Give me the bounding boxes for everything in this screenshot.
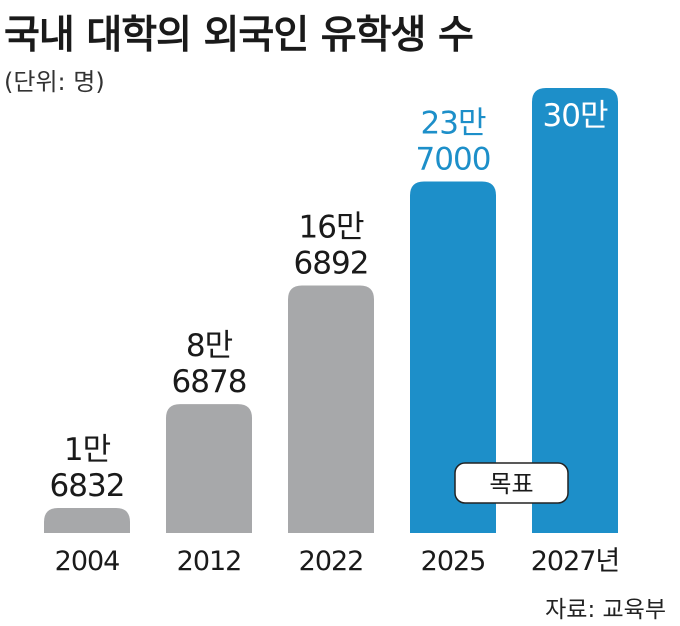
chart-title: 국내 대학의 외국인 유학생 수 (4, 13, 474, 58)
source-note: 자료: 교육부 (545, 597, 666, 623)
bar-3 (410, 181, 496, 533)
bar-0 (44, 508, 130, 533)
bar-2 (288, 285, 374, 533)
bar-4 (532, 88, 618, 533)
value-label-4: 30만 (543, 98, 608, 134)
target-tag-label: 목표 (489, 470, 533, 498)
target-tag-box (454, 462, 569, 504)
x-tick-label-2: 2022 (299, 546, 364, 577)
value-label-0-1: 6832 (50, 468, 125, 504)
x-tick-label-0: 2004 (55, 546, 120, 577)
value-label-1-0: 8만 (186, 328, 233, 364)
value-label-1-1: 6878 (172, 364, 247, 400)
value-label-3-0: 23만 (421, 105, 486, 141)
x-tick-label-4: 2027년 (531, 546, 620, 577)
value-label-3-1: 7000 (416, 141, 491, 177)
value-label-0-0: 1만 (64, 432, 111, 468)
unit-label: (단위: 명) (4, 68, 105, 96)
x-tick-label-3: 2025 (421, 546, 486, 577)
x-tick-label-1: 2012 (177, 546, 242, 577)
value-label-2-0: 16만 (299, 209, 364, 245)
bar-1 (166, 404, 252, 533)
value-label-2-1: 6892 (294, 245, 369, 281)
